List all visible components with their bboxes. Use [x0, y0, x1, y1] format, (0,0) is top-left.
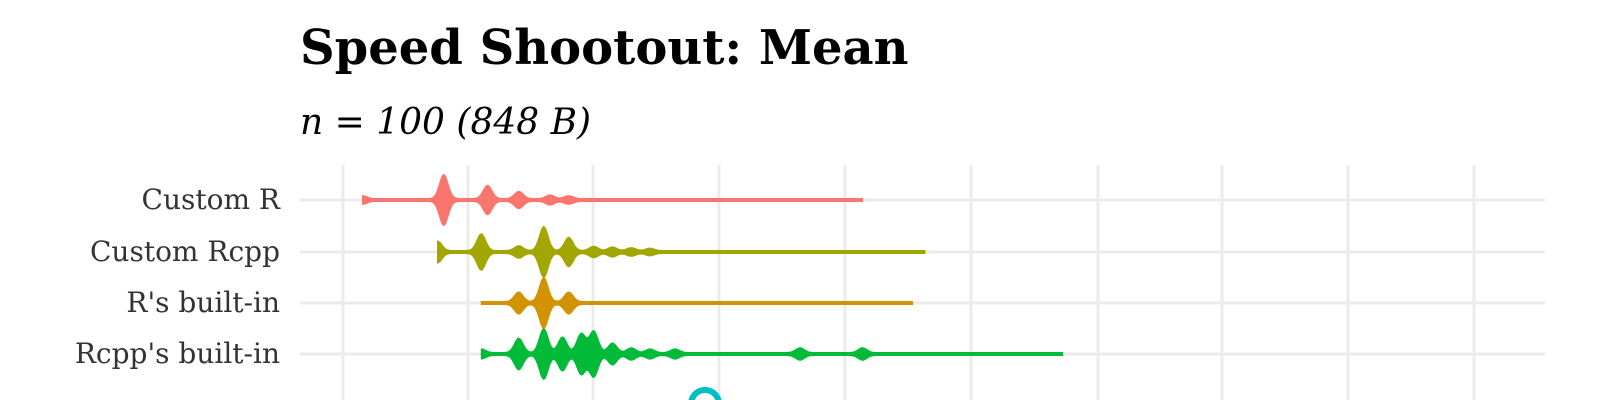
violins: [362, 173, 1063, 400]
violin-shape: [437, 225, 926, 279]
category-label: R's built-in: [126, 286, 280, 319]
violin-3: [480, 276, 913, 330]
category-label: Custom Rcpp: [90, 235, 280, 268]
violin-shape: [480, 276, 913, 330]
clipped-mark: [688, 387, 722, 400]
violin-shape: [480, 327, 1063, 381]
chart-subtitle: n = 100 (848 B): [300, 102, 591, 143]
violin-1: [362, 173, 863, 227]
category-label: Custom R: [142, 183, 281, 216]
violin-shape: [362, 173, 863, 227]
violin-4: [480, 327, 1063, 381]
category-labels: Custom R Custom Rcpp R's built-in Rcpp's bu…: [75, 183, 281, 370]
violin-2: [437, 225, 926, 279]
chart-title: Speed Shootout: Mean: [300, 20, 909, 76]
category-label: Rcpp's built-in: [75, 337, 280, 370]
